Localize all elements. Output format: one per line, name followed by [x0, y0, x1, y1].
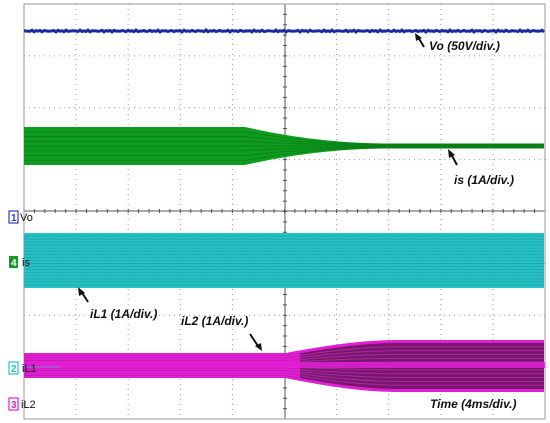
channel-number-is: 4 — [11, 258, 17, 269]
trace-il2-core — [24, 362, 545, 368]
grid-border — [23, 3, 546, 420]
trace-is-ripple-line — [24, 131, 544, 145]
trace-il2-ripple-ripple-line — [299, 354, 544, 360]
annotation-vo: Vo (50V/div.) — [429, 39, 500, 53]
trace-is-ripple-line — [24, 136, 544, 146]
channel-marker-il1: 2 iL1 — [8, 361, 37, 375]
trace-il2-ripple-ripple-line — [299, 373, 544, 382]
arrow-il2 — [249, 333, 262, 351]
trace-is-ripple-line — [24, 146, 544, 152]
trace-il2-ripple-ripple-line — [299, 375, 544, 386]
trace-is-ripple-line — [24, 147, 544, 161]
annotation-il2: iL2 (1A/div.) — [181, 314, 248, 328]
arrow-is — [448, 149, 458, 166]
trace-il2-ripple-ripple-line — [299, 346, 544, 356]
channel-number-il1: 2 — [11, 364, 17, 375]
trace-il2-ripple-ripple-line — [299, 371, 544, 378]
channel-number-vo: 1 — [11, 213, 17, 224]
annotation-is: is (1A/div.) — [454, 173, 514, 187]
trace-is-ripple-line — [24, 140, 544, 146]
channel-marker-vo: 1 Vo — [8, 210, 33, 224]
trace-is-ripple-line — [24, 146, 544, 156]
trace-il2-ripple-ripple-line — [299, 367, 544, 371]
arrow-vo — [415, 33, 425, 48]
channel-label-vo: Vo — [20, 212, 33, 224]
trace-il2-ripple-ripple-line — [299, 357, 544, 363]
channel-label-is: is — [22, 257, 30, 269]
channel-label-il1: iL1 — [22, 363, 37, 375]
trace-il2-ripple-ripple-line — [299, 350, 544, 358]
trace-vo — [23, 28, 545, 34]
waveform-traces — [23, 28, 545, 392]
arrow-il1 — [78, 287, 89, 303]
annotation-time: Time (4ms/div.) — [430, 397, 516, 411]
channel-label-il2: iL2 — [21, 399, 36, 411]
annotation-il1: iL1 (1A/div.) — [90, 307, 157, 321]
trace-il2-ripple-ripple-line — [299, 369, 544, 375]
channel-marker-il2: 3 iL2 — [8, 397, 36, 411]
channel-number-il2: 3 — [11, 400, 17, 411]
channel-marker-is: 4 is — [9, 256, 30, 269]
